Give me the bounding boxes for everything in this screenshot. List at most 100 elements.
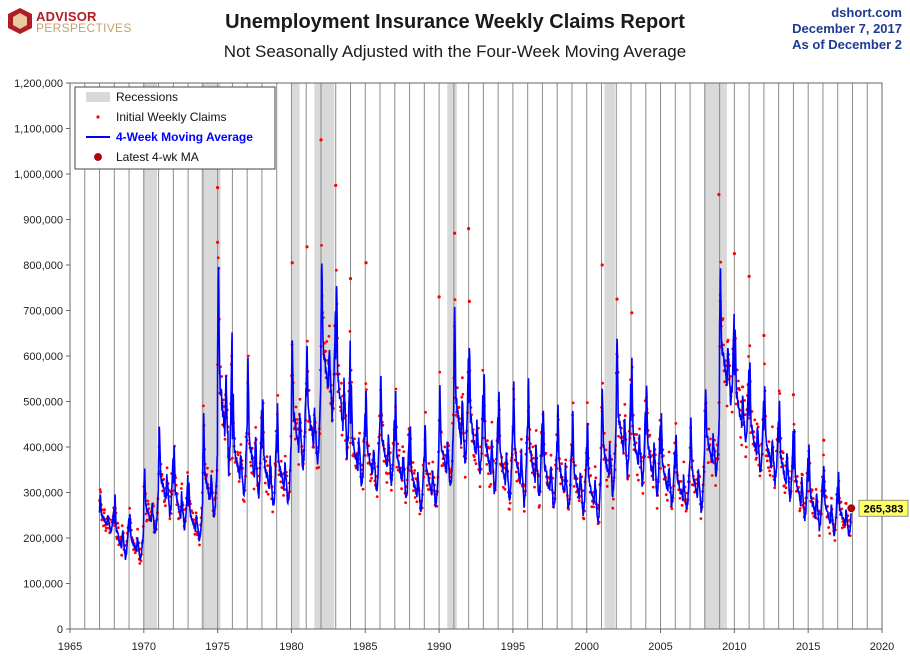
claims-point	[762, 333, 766, 338]
x-tick-label: 1980	[279, 641, 303, 653]
claims-point	[844, 502, 848, 505]
recession-band-2	[291, 83, 300, 629]
claims-point	[611, 506, 615, 510]
claims-point	[549, 453, 553, 457]
chart-title: Unemployment Insurance Weekly Claims Rep…	[225, 11, 685, 33]
claims-point	[744, 445, 748, 449]
latest-ma-marker	[847, 504, 856, 513]
claims-point	[168, 517, 172, 521]
y-tick-label: 500,000	[23, 397, 63, 409]
claims-point	[763, 362, 766, 366]
claims-point	[604, 448, 608, 452]
claims-point	[792, 422, 796, 426]
claims-point	[440, 464, 444, 468]
claims-point	[428, 472, 432, 476]
y-tick-label: 800,000	[23, 260, 63, 272]
claims-point	[120, 553, 124, 557]
claims-point	[719, 260, 723, 264]
claims-point	[833, 539, 837, 542]
claims-point	[334, 183, 338, 187]
claims-point	[460, 395, 464, 399]
claims-point	[210, 470, 214, 473]
claims-point	[467, 227, 471, 231]
claims-point	[771, 425, 774, 429]
x-tick-label: 1995	[501, 641, 525, 653]
claims-point	[827, 526, 830, 529]
claims-point	[334, 268, 338, 272]
as-of-date: As of December 2	[792, 37, 902, 52]
claims-point	[811, 511, 815, 515]
claims-point	[206, 466, 209, 470]
claims-point	[254, 426, 258, 429]
claims-point	[740, 443, 744, 447]
claims-point	[249, 460, 253, 464]
claims-point	[216, 186, 220, 190]
claims-point	[138, 562, 142, 565]
claims-point	[220, 375, 224, 378]
claims-point	[647, 455, 650, 459]
x-tick-label: 2015	[796, 641, 820, 653]
legend: Recessions Initial Weekly Claims 4-Week Mo…	[74, 86, 276, 170]
x-tick-label: 1985	[353, 641, 377, 653]
claims-point	[791, 393, 796, 397]
claims-point	[585, 401, 589, 404]
claims-point	[710, 474, 714, 477]
claims-point	[730, 410, 734, 414]
claims-point	[478, 485, 482, 489]
claims-point	[282, 494, 285, 497]
claims-point	[822, 438, 826, 442]
claims-point	[605, 478, 608, 482]
claims-point	[252, 487, 256, 491]
y-tick-label: 700,000	[23, 306, 63, 318]
claims-point	[165, 466, 169, 470]
claims-point	[534, 429, 538, 432]
claims-point	[744, 455, 748, 459]
claims-point	[796, 475, 799, 478]
claims-point	[467, 299, 471, 303]
claims-point	[623, 414, 627, 418]
claims-point	[753, 418, 757, 422]
claims-point	[117, 543, 121, 547]
claims-point	[767, 466, 770, 469]
claims-point	[145, 518, 149, 522]
claims-point	[707, 427, 711, 431]
claims-point	[279, 480, 283, 484]
claims-point	[353, 437, 356, 441]
claims-point	[635, 433, 639, 436]
claims-point	[103, 508, 106, 512]
latest-value-box	[858, 499, 909, 517]
claims-point	[415, 500, 419, 503]
claims-point	[651, 485, 655, 489]
claims-point	[474, 462, 478, 465]
claims-point	[395, 465, 399, 469]
claims-point	[265, 455, 269, 459]
claims-point	[768, 473, 772, 477]
claims-point	[100, 518, 104, 522]
claims-point	[162, 477, 166, 481]
claims-point	[180, 482, 184, 486]
claims-point	[635, 473, 639, 477]
claims-point	[144, 512, 148, 516]
claims-point	[161, 489, 165, 493]
claims-point	[777, 389, 781, 393]
claims-point	[667, 450, 671, 454]
claims-point	[572, 485, 576, 488]
claims-point	[223, 437, 227, 441]
claims-point	[163, 499, 167, 502]
claims-point	[778, 392, 782, 395]
claims-point	[102, 511, 106, 515]
claims-point	[501, 485, 505, 489]
claims-point	[236, 450, 239, 454]
claims-point	[271, 510, 275, 514]
claims-point	[839, 500, 843, 504]
claims-point	[508, 508, 511, 511]
legend-label: Recessions	[116, 90, 178, 104]
claims-point	[98, 488, 102, 491]
claims-point	[317, 466, 321, 469]
y-tick-label: 600,000	[23, 351, 63, 363]
claims-point	[461, 376, 464, 380]
claims-point	[473, 458, 477, 462]
claims-point	[801, 473, 804, 477]
claims-point	[413, 496, 417, 499]
claims-point	[487, 472, 490, 476]
